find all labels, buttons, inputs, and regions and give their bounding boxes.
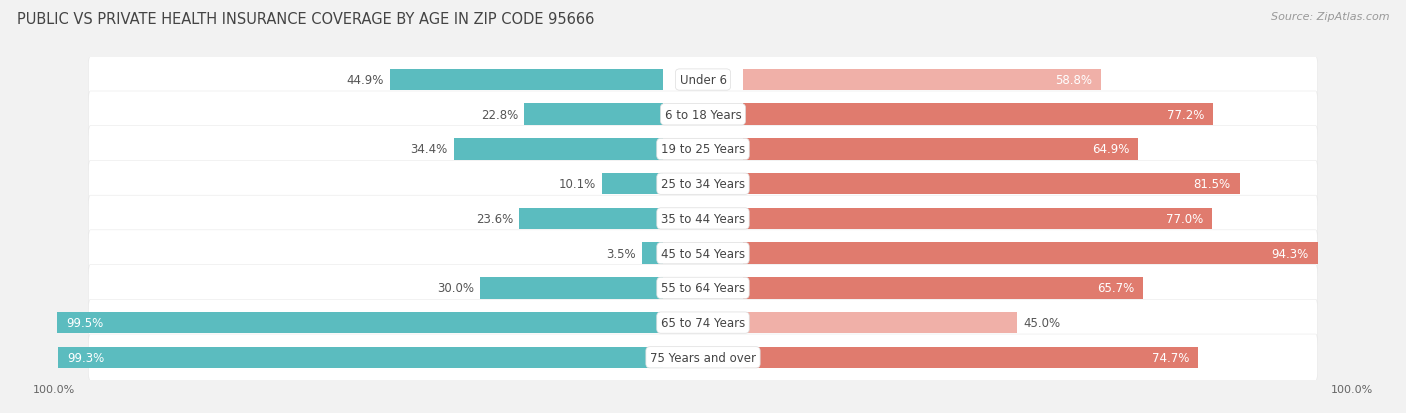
Bar [389, 70, 664, 91]
Bar [742, 312, 1017, 334]
Text: 34.4%: 34.4% [411, 143, 447, 156]
Bar [742, 278, 1143, 299]
Text: 55 to 64 Years: 55 to 64 Years [661, 282, 745, 294]
Text: 65.7%: 65.7% [1097, 282, 1135, 294]
Text: 45 to 54 Years: 45 to 54 Years [661, 247, 745, 260]
Text: Source: ZipAtlas.com: Source: ZipAtlas.com [1271, 12, 1389, 22]
Text: 81.5%: 81.5% [1194, 178, 1230, 191]
Bar [524, 104, 664, 126]
Text: 45.0%: 45.0% [1024, 316, 1060, 329]
Bar [58, 347, 664, 368]
Bar [742, 208, 1212, 230]
FancyBboxPatch shape [89, 196, 1317, 242]
Text: 75 Years and over: 75 Years and over [650, 351, 756, 364]
Bar [481, 278, 664, 299]
Text: 22.8%: 22.8% [481, 109, 519, 121]
FancyBboxPatch shape [89, 161, 1317, 207]
Bar [742, 139, 1139, 160]
Bar [643, 243, 664, 264]
Text: 6 to 18 Years: 6 to 18 Years [665, 109, 741, 121]
Text: 25 to 34 Years: 25 to 34 Years [661, 178, 745, 191]
Text: 30.0%: 30.0% [437, 282, 474, 294]
Text: 10.1%: 10.1% [558, 178, 596, 191]
Text: 44.9%: 44.9% [346, 74, 384, 87]
Text: Under 6: Under 6 [679, 74, 727, 87]
Text: 3.5%: 3.5% [606, 247, 636, 260]
Text: 64.9%: 64.9% [1092, 143, 1129, 156]
Text: PUBLIC VS PRIVATE HEALTH INSURANCE COVERAGE BY AGE IN ZIP CODE 95666: PUBLIC VS PRIVATE HEALTH INSURANCE COVER… [17, 12, 595, 27]
FancyBboxPatch shape [89, 230, 1317, 277]
Text: 74.7%: 74.7% [1152, 351, 1189, 364]
Text: 99.5%: 99.5% [66, 316, 103, 329]
Text: 58.8%: 58.8% [1054, 74, 1092, 87]
Text: 77.0%: 77.0% [1166, 212, 1204, 225]
Bar [742, 70, 1101, 91]
Bar [742, 104, 1213, 126]
Bar [742, 347, 1198, 368]
Text: 77.2%: 77.2% [1167, 109, 1204, 121]
Bar [519, 208, 664, 230]
Text: 23.6%: 23.6% [477, 212, 513, 225]
Bar [56, 312, 664, 334]
Text: 94.3%: 94.3% [1271, 247, 1309, 260]
Bar [742, 173, 1240, 195]
Bar [602, 173, 664, 195]
FancyBboxPatch shape [89, 126, 1317, 173]
FancyBboxPatch shape [89, 92, 1317, 138]
FancyBboxPatch shape [89, 265, 1317, 311]
Bar [742, 243, 1317, 264]
FancyBboxPatch shape [89, 57, 1317, 104]
Text: 65 to 74 Years: 65 to 74 Years [661, 316, 745, 329]
FancyBboxPatch shape [89, 334, 1317, 381]
Text: 19 to 25 Years: 19 to 25 Years [661, 143, 745, 156]
FancyBboxPatch shape [89, 299, 1317, 346]
Bar [454, 139, 664, 160]
Text: 35 to 44 Years: 35 to 44 Years [661, 212, 745, 225]
Text: 99.3%: 99.3% [67, 351, 104, 364]
